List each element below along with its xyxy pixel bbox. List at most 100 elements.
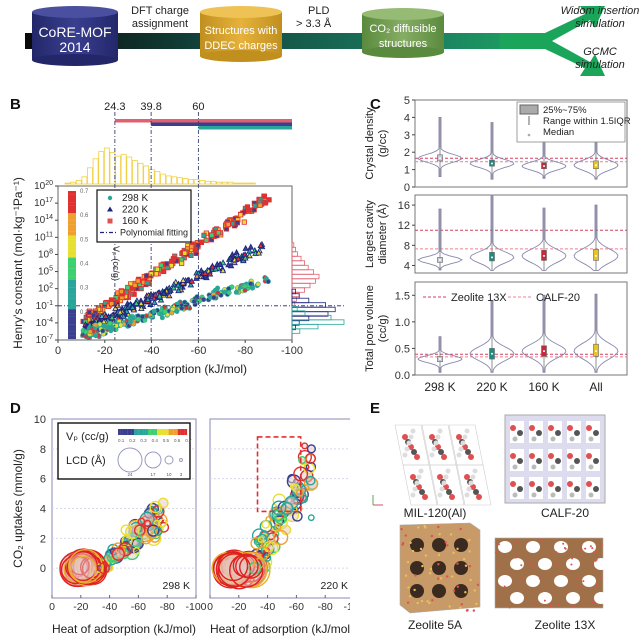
hist-bar-160k <box>291 269 315 275</box>
x-tick-label: -40 <box>260 601 275 613</box>
pore <box>538 558 552 570</box>
vp-tick: 0.4 <box>152 438 159 443</box>
point-298k <box>97 321 103 327</box>
atom <box>468 564 472 568</box>
vp-colorbar-segment <box>180 429 183 435</box>
legend-label: 220 K <box>122 205 148 216</box>
cylinder-co2-diffusible <box>362 8 444 58</box>
median-marker <box>439 157 441 160</box>
x-axis-label: Heat of adsorption (kJ/mol) <box>103 362 247 376</box>
atom <box>473 489 479 495</box>
histogram-bar <box>193 179 200 185</box>
y-tick-label: 10-1 <box>36 300 53 312</box>
x-tick-label: -80 <box>160 601 175 613</box>
atom <box>464 474 470 480</box>
bubble <box>132 547 141 555</box>
lcd-size-circle <box>164 455 174 465</box>
pore <box>432 584 446 598</box>
atom <box>593 486 599 492</box>
atom <box>437 474 443 480</box>
colorbar-segment <box>68 294 76 299</box>
stage-label-line1: CoRE-MOF <box>38 24 112 40</box>
structure-label-zeolite13x: Zeolite 13X <box>534 618 596 632</box>
histogram-bar <box>233 182 239 185</box>
atom <box>595 558 598 561</box>
point-160k <box>153 271 159 277</box>
temperature-label: 298 K <box>163 580 190 592</box>
point-160k <box>241 219 247 225</box>
colorbar-segment <box>68 276 76 280</box>
vp-colorbar-segment <box>150 429 153 435</box>
atom <box>410 428 416 434</box>
point-160k <box>118 288 124 295</box>
point-220k <box>160 289 168 296</box>
legend-label: 25%~75% <box>543 105 587 116</box>
x-tick-label: -40 <box>102 601 117 613</box>
pore <box>432 538 446 552</box>
y-tick-label: 1 <box>404 165 410 177</box>
vp-colorbar-segment <box>159 429 162 435</box>
colorbar-segment <box>68 290 76 295</box>
point-298k <box>143 313 149 319</box>
point-160k <box>91 312 97 318</box>
colorbar-tick: 0.2 <box>80 310 89 316</box>
point-220k <box>120 312 127 319</box>
pore <box>554 575 568 587</box>
atom <box>533 603 536 606</box>
hist-bar-160k <box>291 296 297 302</box>
point-298k <box>100 328 106 334</box>
hist-bar-160k <box>291 282 311 289</box>
atom <box>429 452 435 458</box>
structure-calf20-image <box>504 414 606 504</box>
atom <box>437 553 441 557</box>
atom <box>416 484 422 490</box>
histogram-bar <box>109 152 116 185</box>
point-160k <box>182 250 188 256</box>
atom <box>555 486 561 492</box>
atom <box>465 449 471 455</box>
point-160k <box>125 284 131 291</box>
bubble <box>307 514 315 522</box>
atom <box>472 468 478 474</box>
y-tick-label: 1011 <box>35 231 53 243</box>
panel-label-c: C <box>370 96 381 113</box>
point-220k <box>227 262 235 269</box>
hist-bar-160k <box>291 260 306 266</box>
atom <box>529 425 535 431</box>
point-220k <box>138 305 145 312</box>
structure-label-mil120: MIL-120(Al) <box>403 506 467 520</box>
point-160k <box>234 220 240 226</box>
pore <box>498 575 512 587</box>
atom <box>541 539 544 542</box>
temperature-label: 220 K <box>321 580 348 592</box>
vp-colorbar-segment <box>145 429 148 435</box>
y-axis-label-line2: diameter (Å) <box>376 204 389 265</box>
hist-bar-298k <box>291 328 301 334</box>
atom <box>498 564 501 567</box>
point-160k <box>144 280 150 286</box>
atom <box>475 602 478 606</box>
point-160k <box>86 309 92 315</box>
reference-legend-label: Zeolite 13X <box>451 292 507 304</box>
y-tick-label: 108 <box>38 248 53 260</box>
pore <box>454 584 468 598</box>
point-160k <box>168 263 174 269</box>
vp-colorbar-segment <box>129 429 132 435</box>
colorbar-segment <box>68 265 76 269</box>
x-tick-label: 0 <box>49 601 55 613</box>
point-298k <box>242 287 248 293</box>
atom <box>582 580 585 583</box>
point-298k <box>101 323 107 329</box>
median-marker <box>439 258 441 261</box>
bubble <box>228 553 264 588</box>
structure-mil120-image <box>372 424 492 506</box>
reference-legend-label: CALF-20 <box>536 292 580 304</box>
vp-colorbar-segment <box>168 429 171 435</box>
point-298k <box>162 309 168 315</box>
x-axis-label: Heat of adsorption (kJ/mol) <box>210 622 350 636</box>
median-marker <box>439 358 441 361</box>
point-160k <box>209 232 215 238</box>
vp-tick: 0.6 <box>174 438 181 443</box>
colorbar-segment <box>68 335 76 340</box>
bubble <box>274 523 282 531</box>
